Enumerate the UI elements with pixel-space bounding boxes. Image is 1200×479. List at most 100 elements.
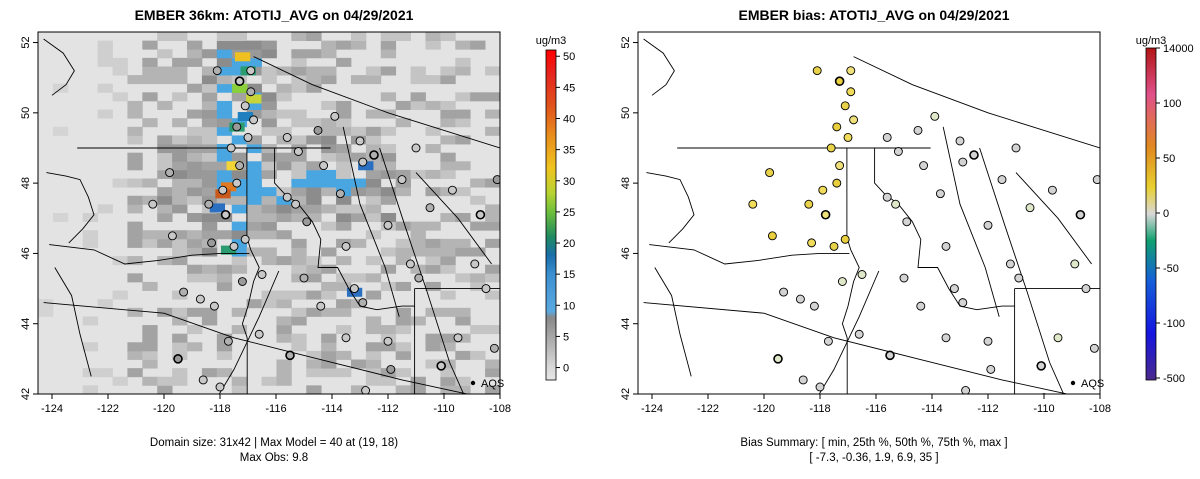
left-heatmap-cell <box>216 333 233 343</box>
left-heatmap-cell <box>276 109 292 119</box>
left-heatmap-cell <box>231 230 248 240</box>
left-heatmap-cell <box>336 195 352 205</box>
left-heatmap-cell <box>410 92 426 102</box>
left-observation-point <box>212 66 222 76</box>
left-heatmap-cell <box>127 307 143 317</box>
left-heatmap-cell <box>485 66 500 76</box>
left-heatmap-cell <box>231 195 248 205</box>
left-heatmap-cell <box>291 213 307 223</box>
left-heatmap-cell <box>231 204 248 214</box>
left-heatmap-cell <box>350 152 367 162</box>
right-background-field <box>638 32 1100 394</box>
right-bias-point <box>983 336 993 346</box>
left-heatmap-cell <box>261 299 277 309</box>
left-heatmap-cell <box>350 178 367 188</box>
left-heatmap-cell <box>425 281 441 291</box>
left-heatmap-cell <box>336 299 352 309</box>
left-observation-point <box>232 178 242 188</box>
right-bias-point <box>882 132 892 142</box>
left-heatmap-cell <box>425 342 441 352</box>
right-legend-label: AQS <box>1081 378 1104 390</box>
left-heatmap-cell <box>231 307 248 317</box>
left-heatmap-cell <box>306 368 322 378</box>
left-heatmap-cell <box>321 40 337 50</box>
left-heatmap-cell <box>261 230 277 240</box>
left-heatmap-cell <box>440 342 456 352</box>
left-heatmap-cell <box>321 178 337 188</box>
left-border-15 <box>253 56 500 149</box>
left-heatmap-cell <box>172 178 188 188</box>
left-heatmap-cell <box>216 368 233 378</box>
left-heatmap-cell <box>455 92 471 102</box>
left-heatmap-cell <box>365 169 382 179</box>
left-heatmap-cell <box>216 350 233 360</box>
right-plot-area <box>638 32 1100 394</box>
left-colorbar-tick-label-4: 20 <box>563 238 575 250</box>
left-heatmap-cell <box>246 195 262 205</box>
left-heatmap-cell <box>380 264 397 274</box>
left-heatmap-cell <box>246 49 262 59</box>
right-bias-point <box>1053 333 1063 343</box>
left-heatmap-cell <box>127 350 143 360</box>
left-heatmap-cell <box>201 247 218 257</box>
left-heatmap-cell <box>216 161 233 171</box>
left-observation-point <box>215 382 225 392</box>
left-heatmap-cell <box>187 135 203 145</box>
left-heatmap-cell <box>127 152 143 162</box>
right-colorbar-tick-label-3: 0 <box>1163 208 1169 220</box>
left-heatmap-cell <box>380 195 397 205</box>
left-heatmap-cell <box>201 83 218 93</box>
left-x-tick-label-6: -112 <box>377 403 398 415</box>
left-heatmap-cell <box>455 135 471 145</box>
right-bias-point <box>818 185 828 195</box>
left-observation-point <box>293 147 303 156</box>
left-heatmap-cell <box>440 100 456 110</box>
left-observation-point <box>246 66 256 76</box>
left-heatmap-cell <box>172 152 188 162</box>
left-heatmap-cell <box>261 109 277 119</box>
left-heatmap-cell <box>261 126 277 136</box>
left-heatmap-cell <box>201 100 218 110</box>
left-heatmap-cell <box>216 83 233 93</box>
left-heatmap-cell <box>410 100 426 110</box>
right-border-15 <box>853 56 1100 149</box>
left-x-tick-label-1: -122 <box>97 403 119 415</box>
left-heatmap-cell <box>395 247 411 257</box>
left-heatmap-cell <box>291 290 307 300</box>
right-bias-point <box>913 125 923 135</box>
left-heatmap-cell <box>291 187 307 197</box>
left-heatmap-cell <box>470 350 486 360</box>
left-observation-point <box>313 125 323 135</box>
left-heatmap-cell <box>172 195 188 205</box>
left-heatmap-cell <box>246 187 262 197</box>
left-observation-point <box>254 329 264 339</box>
left-heatmap-cell <box>246 299 262 309</box>
left-heatmap-cell <box>261 187 277 197</box>
left-heatmap-cell <box>172 161 188 171</box>
right-bias-point <box>969 150 979 160</box>
left-heatmap-cell <box>261 221 277 231</box>
left-heatmap-cell <box>187 83 203 93</box>
left-heatmap-cell <box>216 118 233 128</box>
left-colorbar-unit: ug/m3 <box>536 35 567 47</box>
left-heatmap-cell <box>142 40 158 50</box>
left-heatmap-cell <box>455 350 471 360</box>
left-heatmap-cell <box>306 385 322 394</box>
left-heatmap-cell <box>187 178 203 188</box>
left-heatmap-cell <box>127 178 143 188</box>
left-observation-point <box>173 354 183 364</box>
left-heatmap-cell <box>127 256 143 266</box>
left-heatmap-cell <box>395 118 411 128</box>
left-observation-point <box>179 287 189 297</box>
right-bias-point <box>795 294 805 304</box>
left-heatmap-cell <box>455 57 471 67</box>
left-heatmap-cell <box>216 230 233 240</box>
left-heatmap-cell <box>112 57 128 67</box>
left-heatmap-cell <box>470 92 486 102</box>
left-heatmap-cell <box>261 195 277 205</box>
left-heatmap-cell <box>485 126 500 136</box>
right-bias-point <box>919 161 929 171</box>
left-heatmap-cell <box>365 350 382 360</box>
left-heatmap-cell <box>261 204 277 214</box>
left-heatmap-cell <box>276 204 292 214</box>
